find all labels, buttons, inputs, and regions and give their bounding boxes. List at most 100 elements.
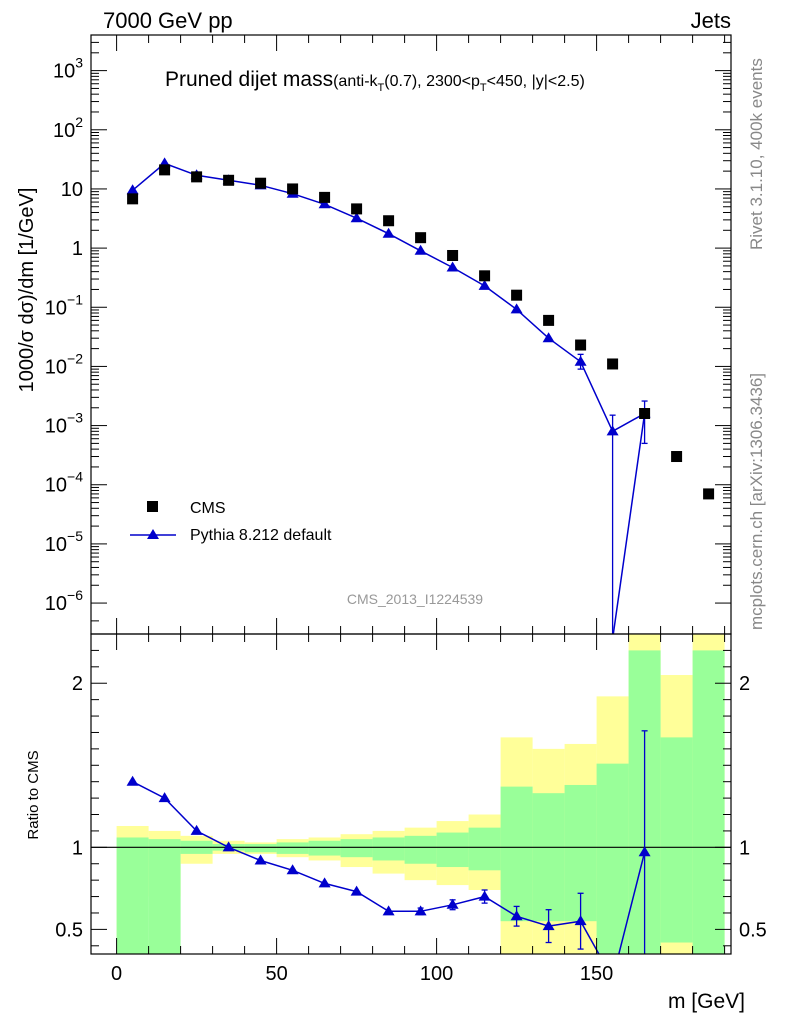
uncertainty-band-inner [308,840,341,856]
cms-point [351,203,363,215]
y-tick-label: 102 [53,114,83,142]
pythia-point [350,212,363,223]
x-tick-label: 100 [420,963,453,985]
pythia-point [606,425,619,436]
ratio-y-tick-label: 0.5 [55,919,83,941]
ratio-y-tick-label-right: 0.5 [739,919,767,941]
ratio-point [542,920,555,931]
header-energy: 7000 GeV pp [103,8,233,33]
ratio-point [158,792,171,803]
uncertainty-band-inner [596,763,629,954]
cms-point [223,174,235,186]
y-tick-label: 10−4 [45,469,83,497]
ratio-point [286,864,299,875]
pythia-point [574,355,587,366]
y-tick-label: 10−6 [45,587,83,615]
pythia-point [382,227,395,238]
header-category: Jets [691,8,731,33]
main-frame [90,34,732,635]
cms-point [479,270,491,282]
ratio-point [350,885,363,896]
ratio-point [254,854,267,865]
ratio-point [414,905,427,916]
y-tick-label: 10 [61,179,83,201]
x-tick-label: 150 [580,963,613,985]
ratio-y-tick-label: 2 [72,673,83,695]
cms-point [383,215,395,227]
y-axis-label: 1000/σ dσ)/dm [1/GeV] [16,188,38,393]
y-tick-label: 10−1 [45,291,83,319]
ratio-point [382,905,395,916]
ratio-point [638,846,651,857]
cms-point [319,191,331,203]
cms-point [607,358,619,370]
cms-point [671,451,683,463]
ratio-point [574,915,587,926]
ratio-point [222,841,235,852]
cms-point [575,339,587,351]
legend-label-cms: CMS [190,500,226,517]
uncertainty-band-inner [340,839,373,858]
cms-point [415,232,427,244]
uncertainty-band-inner [404,835,437,864]
y-tick-label: 103 [53,55,83,83]
y-tick-label: 1 [72,238,83,260]
main-panel: 10−6 10−5 10−4 10−3 10−2 10−1 1 10 102 103 Pruned… [16,34,732,635]
uncertainty-band-inner [116,837,149,954]
uncertainty-band-inner [276,842,309,854]
ratio-point [318,877,331,888]
ratio-point [446,898,459,909]
ratio-y-axis-label: Ratio to CMS [25,750,42,839]
y-tick-label: 10−2 [45,350,83,378]
pythia-point [126,184,139,195]
legend-marker-cms [147,501,158,512]
ratio-point [510,910,523,921]
ratio-y-tick-label-right: 1 [739,837,750,859]
ratio-y-tick-label-right: 2 [739,673,750,695]
legend: CMS Pythia 8.212 default [130,500,332,544]
cms-point [543,314,555,326]
cms-point [127,193,139,205]
pythia-point [414,244,427,255]
mcplots-label: mcplots.cern.ch [arXiv:1306.3436] [747,373,766,630]
pythia-point [446,261,459,272]
ratio-point [190,824,203,835]
pythia-point [510,303,523,314]
ratio-point [478,890,491,901]
x-tick-label: 50 [265,963,287,985]
ratio-frame [90,633,732,955]
y-tick-label: 10−3 [45,410,83,438]
rivet-label: Rivet 3.1.10, 400k events [747,58,766,250]
uncertainty-band-inner [148,839,181,954]
x-tick-label: 0 [111,963,122,985]
uncertainty-band-inner [468,827,501,871]
cms-point [639,408,651,420]
pythia-point [318,198,331,209]
cms-point [287,183,299,195]
uncertainty-band-inner [660,737,693,943]
ratio-y-tick-label: 1 [72,837,83,859]
uncertainty-band-inner [692,650,725,954]
uncertainty-band-inner [244,844,277,853]
ratio-point [126,775,139,786]
cms-point [255,177,267,189]
pythia-point [542,332,555,343]
uncertainty-band-inner [436,832,469,868]
cms-point [159,164,171,176]
uncertainty-band-inner [500,786,533,922]
cms-point [191,171,203,183]
chart-title: Pruned dijet mass(anti-kT(0.7), 2300<pT<… [165,68,585,94]
legend-marker-pythia [147,529,159,539]
cms-point [511,289,523,301]
y-tick-label: 10−5 [45,528,83,556]
x-axis-label: m [GeV] [668,990,745,1013]
watermark: CMS_2013_I1224539 [347,591,483,607]
cms-point [447,249,459,261]
ratio-panel: 0 50 100 150 0.5 0.5 1 1 2 2 Ratio to CMS m [GeV] [25,633,767,1013]
uncertainty-band-inner [532,793,565,922]
legend-label-pythia: Pythia 8.212 default [190,527,332,544]
uncertainty-band-inner [372,837,405,861]
pythia-point [478,279,491,290]
chart-title-main: Pruned dijet mass [165,68,333,91]
